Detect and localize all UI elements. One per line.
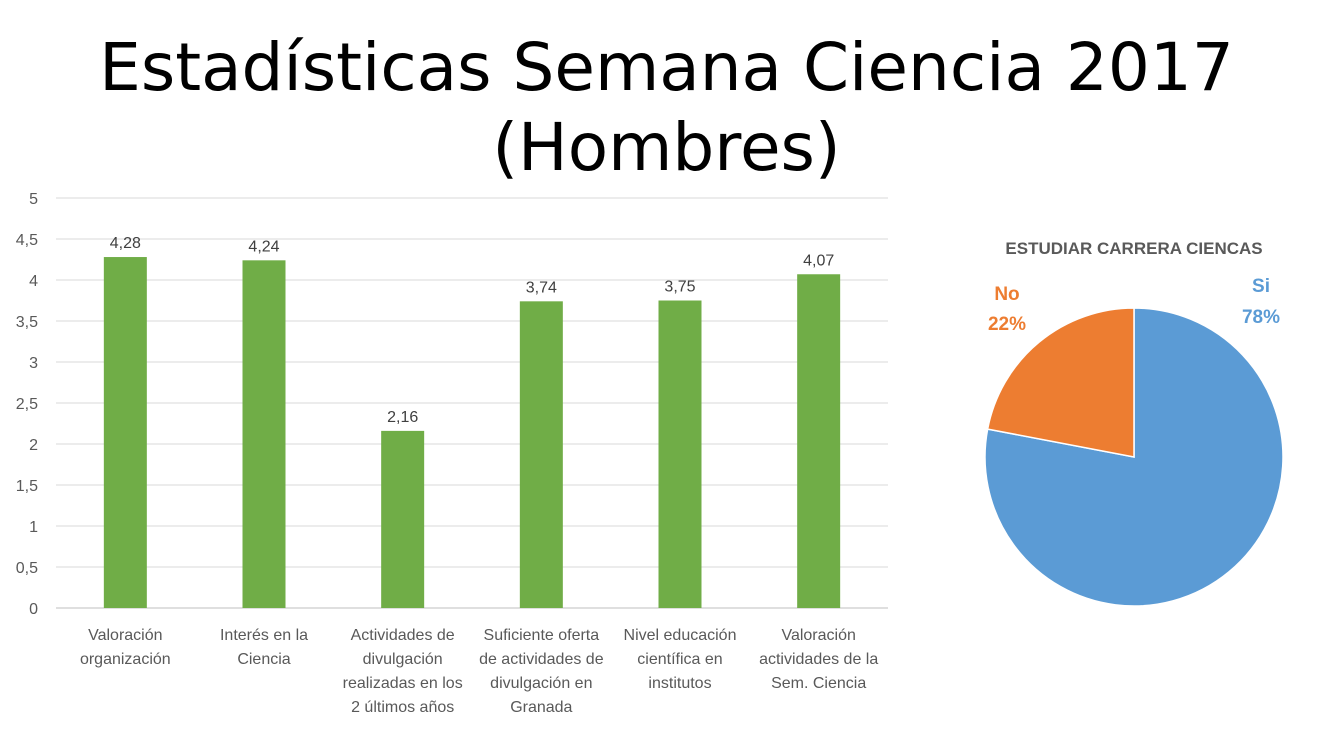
pie-slice [986,307,1135,458]
category-label-line: científica en [637,651,722,668]
y-tick-label: 1 [29,519,38,536]
pie-slice-name: Si [1252,276,1270,297]
bar [658,300,702,608]
y-tick-label: 3 [29,355,38,372]
pie-chart: ESTUDIAR CARRERA CIENCAS Si 78% No 22% [984,239,1284,607]
y-tick-label: 1,5 [16,478,38,495]
category-label: Actividades de divulgación realizadas en l… [343,627,463,716]
category-label-line: de actividades de [479,651,604,668]
category-label-line: divulgación en [490,675,592,692]
bar-chart: 0 0,5 1 1,5 2 2,5 3 3,5 4 4,5 5 4,28 Valoración organ… [16,191,888,716]
category-label-line: Suficiente oferta [484,627,600,644]
data-label: 2,16 [387,409,418,426]
y-tick-label: 4 [29,273,38,290]
bar [103,257,147,608]
data-label: 4,28 [110,235,141,252]
data-label: 4,07 [803,252,834,269]
bar [242,260,286,608]
category-label: Nivel educación científica en institutos [624,627,737,692]
category-label-line: Interés en la [220,627,308,644]
category-label-line: 2 últimos años [351,699,454,716]
category-label-line: institutos [648,675,711,692]
category-label-line: Valoración [88,627,162,644]
y-tick-label: 2 [29,437,38,454]
category-label: Valoración organización [80,627,171,668]
y-tick-label: 4,5 [16,232,38,249]
category-label-line: Sem. Ciencia [771,675,866,692]
pie-title: ESTUDIAR CARRERA CIENCAS [1005,239,1262,258]
category-label: Interés en la Ciencia [220,627,308,668]
y-tick-label: 0 [29,601,38,618]
bar [797,274,841,608]
y-tick-label: 2,5 [16,396,38,413]
data-label: 3,75 [664,279,695,296]
data-label: 4,24 [248,238,279,255]
category-label-line: Ciencia [237,651,290,668]
y-tick-label: 0,5 [16,560,38,577]
pie-slice-percent: 22% [988,314,1026,335]
pie-slice-percent: 78% [1242,307,1280,328]
data-label: 3,74 [526,279,557,296]
pie-slice-name: No [994,284,1019,305]
category-label-line: divulgación [363,651,443,668]
category-label-line: realizadas en los [343,675,463,692]
title-line-2: (Hombres) [492,109,841,186]
page-title: Estadísticas Semana Ciencia 2017 (Hombre… [0,28,1333,188]
category-label-line: organización [80,651,171,668]
category-label-line: Nivel educación [624,627,737,644]
bar [381,430,425,608]
category-label-line: Granada [510,699,572,716]
category-label: Suficiente oferta de actividades de divulg… [479,627,604,716]
category-label-line: Valoración [781,627,855,644]
category-label-line: actividades de la [759,651,878,668]
bar [519,301,563,608]
y-tick-label: 3,5 [16,314,38,331]
category-label: Valoración actividades de la Sem. Ciencia [759,627,878,692]
title-line-1: Estadísticas Semana Ciencia 2017 [99,29,1234,106]
category-label-line: Actividades de [351,627,455,644]
y-tick-label: 5 [29,191,38,208]
